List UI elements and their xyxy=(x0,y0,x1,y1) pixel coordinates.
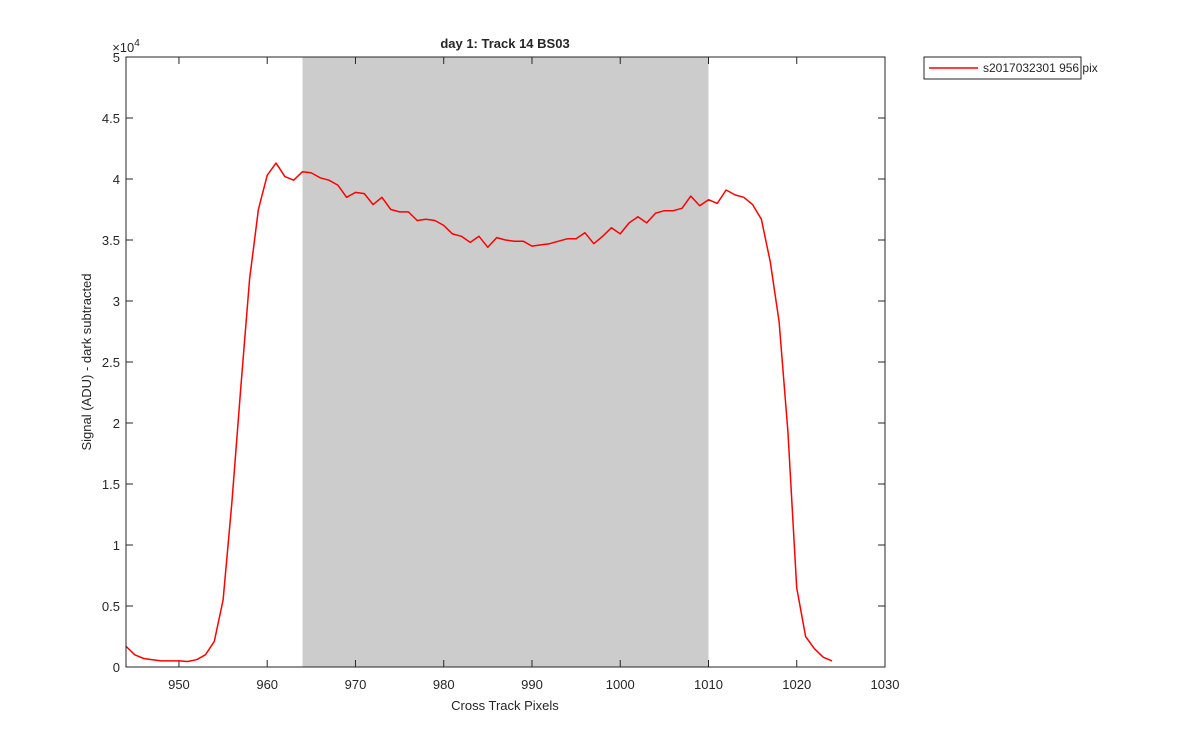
x-tick-label: 1000 xyxy=(606,677,635,692)
y-tick-label: 0 xyxy=(113,660,120,675)
shaded-region xyxy=(302,57,709,667)
x-axis-label: Cross Track Pixels xyxy=(451,698,559,713)
x-tick-label: 960 xyxy=(256,677,278,692)
x-tick-label: 970 xyxy=(345,677,367,692)
x-tick-label: 990 xyxy=(521,677,543,692)
y-tick-label: 4.5 xyxy=(102,111,120,126)
y-tick-label: 5 xyxy=(113,50,120,65)
y-tick-label: 3 xyxy=(113,294,120,309)
x-tick-label: 980 xyxy=(433,677,455,692)
y-multiplier: ×104 xyxy=(112,38,140,55)
series-line xyxy=(125,162,833,663)
legend-box xyxy=(923,56,1082,80)
axes-box xyxy=(125,56,886,668)
chart-title: day 1: Track 14 BS03 xyxy=(440,36,569,51)
y-tick-label: 0.5 xyxy=(102,599,120,614)
y-tick-label: 2.5 xyxy=(102,355,120,370)
y-tick-label: 4 xyxy=(113,172,120,187)
x-tick-label: 1020 xyxy=(782,677,811,692)
y-tick-labels: 0 0.5 1 1.5 2 2.5 3 3.5 4 4.5 5 xyxy=(102,50,120,675)
y-axis-label: Signal (ADU) - dark subtracted xyxy=(79,273,94,450)
x-tick-label: 1030 xyxy=(871,677,900,692)
y-tick-label: 1.5 xyxy=(102,477,120,492)
y-tick-label: 3.5 xyxy=(102,233,120,248)
x-tick-label: 950 xyxy=(168,677,190,692)
series-layer xyxy=(125,162,833,663)
x-tick-labels: 950 960 970 980 990 1000 1010 1020 1030 xyxy=(168,677,899,692)
y-tick-label: 2 xyxy=(113,416,120,431)
y-tick-label: 1 xyxy=(113,538,120,553)
legend: s2017032301 956 pix xyxy=(923,56,1098,80)
legend-entry-label: s2017032301 956 pix xyxy=(983,61,1098,75)
x-tick-label: 1010 xyxy=(694,677,723,692)
